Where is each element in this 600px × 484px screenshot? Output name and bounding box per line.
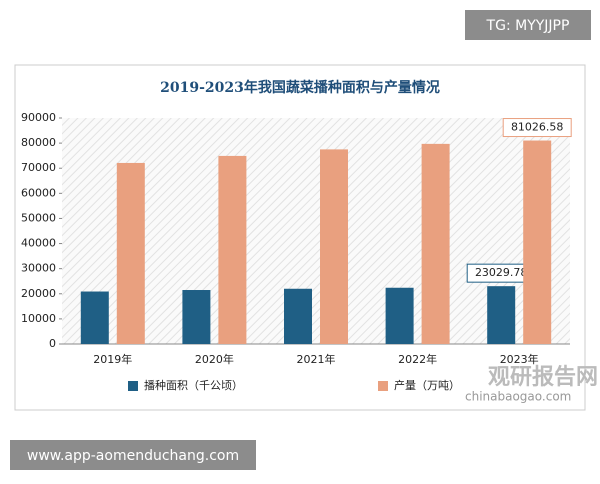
y-tick-label: 0 <box>49 337 56 350</box>
bar <box>523 140 552 344</box>
value-label-box <box>502 118 572 138</box>
bar <box>320 149 348 344</box>
url-text: www.app-aomenduchang.com <box>27 448 239 464</box>
bar <box>218 155 247 344</box>
y-tick-label: 10000 <box>21 312 56 325</box>
bar <box>80 291 109 344</box>
chart-title: 2019-2023年我国蔬菜播种面积与产量情况 <box>160 79 440 96</box>
tag-text: TG: MYYJJPP <box>486 18 570 34</box>
x-tick-label: 2020年 <box>195 352 234 366</box>
x-tick-label: 2022年 <box>398 352 437 366</box>
y-tick-label: 60000 <box>21 186 56 199</box>
bar <box>487 286 516 344</box>
bar <box>116 162 145 344</box>
value-label: 81026.58 <box>511 121 564 134</box>
value-label: 23029.78 <box>475 266 528 279</box>
url-box <box>10 440 256 470</box>
bar <box>421 143 450 344</box>
y-tick-label: 40000 <box>21 237 56 250</box>
y-tick-label: 80000 <box>21 136 56 149</box>
legend-swatch <box>378 381 388 391</box>
legend-label: 产量（万吨） <box>394 378 460 392</box>
bar <box>385 287 414 344</box>
plot-area <box>62 118 570 344</box>
y-tick-label: 20000 <box>21 287 56 300</box>
brand-url: chinabaogao.com <box>465 390 571 404</box>
y-tick-label: 50000 <box>21 211 56 224</box>
x-tick-label: 2023年 <box>500 352 539 366</box>
legend-label: 播种面积（千公顷） <box>144 378 243 392</box>
x-tick-label: 2019年 <box>93 352 132 366</box>
y-tick-label: 70000 <box>21 161 56 174</box>
y-tick-label: 30000 <box>21 262 56 275</box>
bar <box>284 288 312 344</box>
tag-box <box>465 10 591 40</box>
legend-swatch <box>128 381 138 391</box>
bar <box>182 290 211 344</box>
brand: 观研报告网 <box>488 365 598 390</box>
x-tick-label: 2021年 <box>297 352 336 366</box>
y-tick-label: 90000 <box>21 111 56 124</box>
